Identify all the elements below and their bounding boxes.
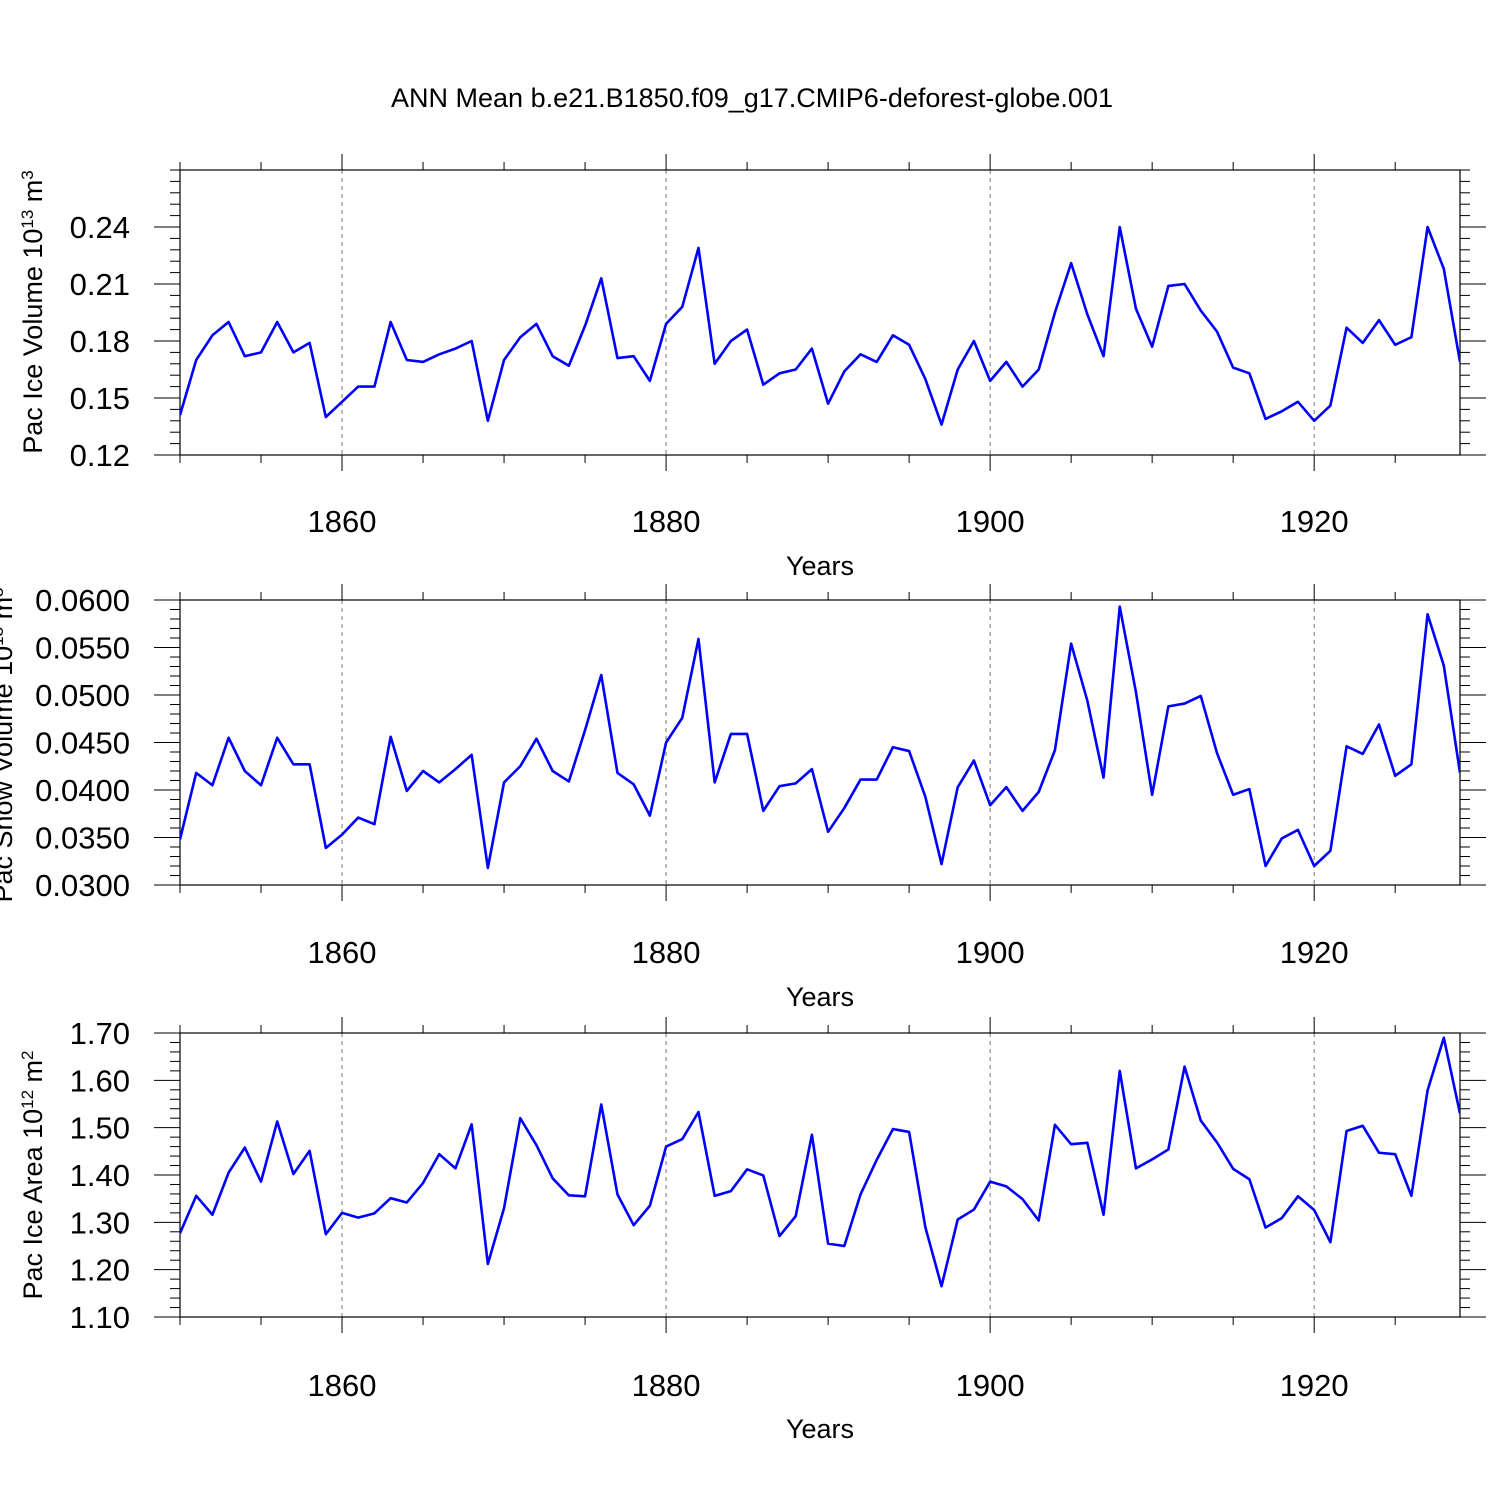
y-axis-label-base: Pac Ice Volume 10 (18, 229, 48, 454)
y-axis-label-unit-exponent: 3 (18, 170, 37, 179)
series-line (180, 1036, 1460, 1288)
x-tick-label: 1920 (1280, 1368, 1349, 1403)
x-tick-label: 1880 (632, 935, 701, 970)
y-axis-label: Pac Ice Volume 1013 m3 (18, 170, 49, 454)
x-axis-label: Years (786, 551, 854, 581)
plot-frame (179, 169, 1461, 456)
y-tick-label: 1.50 (70, 1111, 130, 1146)
y-tick-label: 0.12 (70, 438, 130, 473)
y-axis-label-exponent: 13 (18, 210, 37, 229)
y-tick-label: 0.0600 (35, 583, 130, 618)
x-tick-label: 1900 (956, 1368, 1025, 1403)
chart-panel-1: 1860 1880 1900 1920 Years 0.12 0.15 0.18 0.21 0.2… (18, 154, 1486, 581)
y-axis-label-unit: m (18, 180, 48, 210)
y-tick-label: 0.15 (70, 381, 130, 416)
y-axis-label-exponent: 13 (0, 627, 7, 646)
y-tick-label: 0.0450 (35, 726, 130, 761)
y-tick-label: 1.40 (70, 1158, 130, 1193)
series-line (180, 605, 1460, 870)
plot-frame (179, 1032, 1461, 1318)
series-line (180, 225, 1460, 426)
y-tick-label: 0.0500 (35, 678, 130, 713)
x-tick-label: 1860 (308, 935, 377, 970)
plot-frame (179, 599, 1461, 886)
x-axis-label: Years (786, 982, 854, 1012)
y-tick-label: 0.18 (70, 324, 130, 359)
y-axis-label-unit: m (18, 1060, 48, 1090)
chart-panel-2: 1860 1880 1900 1920 Years 0.0300 0.0350 0.0400 0… (0, 583, 1486, 1012)
y-tick-label: 1.30 (70, 1205, 130, 1240)
x-tick-label: 1860 (308, 1368, 377, 1403)
y-tick-label: 0.0550 (35, 631, 130, 666)
x-axis-label: Years (786, 1414, 854, 1444)
y-tick-label: 0.21 (70, 267, 130, 302)
y-axis-label-unit: m (0, 597, 18, 627)
y-tick-label: 1.10 (70, 1300, 130, 1335)
figure-title: ANN Mean b.e21.B1850.f09_g17.CMIP6-defor… (391, 83, 1113, 113)
x-tick-label: 1900 (956, 504, 1025, 539)
y-tick-label: 0.0300 (35, 868, 130, 903)
x-tick-label: 1860 (308, 504, 377, 539)
x-tick-label: 1900 (956, 935, 1025, 970)
y-axis-label: Pac Snow Volume 1013 m3 (0, 587, 18, 902)
y-axis-label-unit-exponent: 2 (18, 1050, 37, 1059)
y-axis-label-base: Pac Snow Volume 10 (0, 646, 18, 903)
y-tick-label: 1.20 (70, 1253, 130, 1288)
y-axis-label: Pac Ice Area 1012 m2 (18, 1050, 49, 1299)
x-tick-label: 1920 (1280, 935, 1349, 970)
y-axis-label-exponent: 12 (18, 1090, 37, 1109)
y-tick-label: 0.24 (70, 210, 130, 245)
y-tick-label: 0.0400 (35, 773, 130, 808)
chart-panel-3: 1860 1880 1900 1920 Years 1.10 1.20 1.30 1.40 1.5… (18, 1016, 1486, 1444)
y-tick-label: 1.70 (70, 1016, 130, 1051)
x-tick-label: 1920 (1280, 504, 1349, 539)
y-tick-label: 1.60 (70, 1063, 130, 1098)
x-tick-label: 1880 (632, 1368, 701, 1403)
y-axis-label-base: Pac Ice Area 10 (18, 1109, 48, 1300)
x-tick-label: 1880 (632, 504, 701, 539)
y-axis-label-unit-exponent: 3 (0, 587, 7, 596)
y-tick-label: 0.0350 (35, 821, 130, 856)
